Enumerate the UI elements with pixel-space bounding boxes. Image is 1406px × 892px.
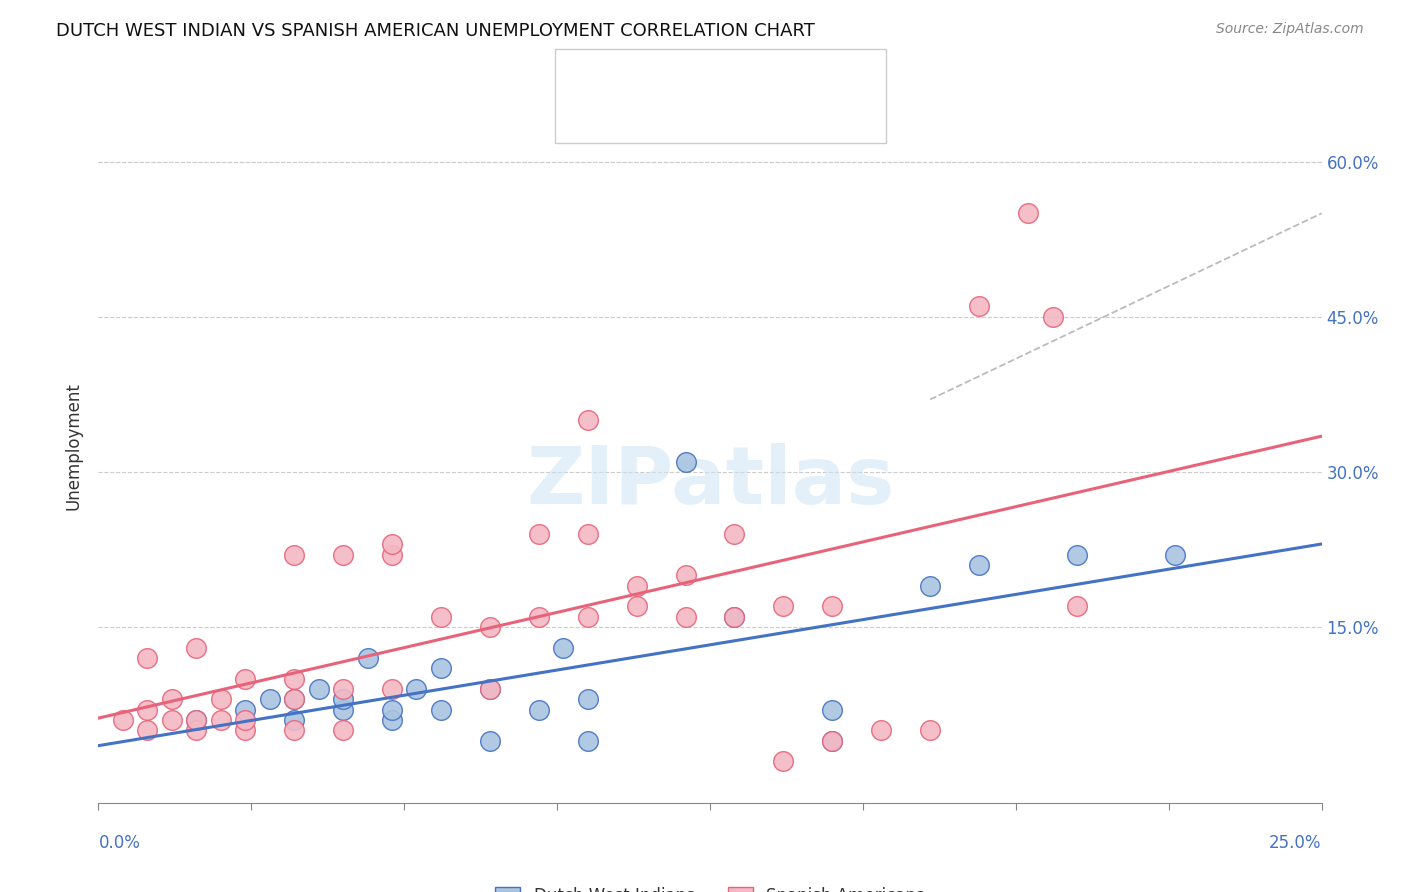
Point: [283, 692, 305, 706]
Point: [381, 713, 404, 727]
Point: [576, 413, 599, 427]
Point: [283, 692, 305, 706]
Point: [772, 755, 794, 769]
Point: [920, 723, 942, 738]
Point: [1066, 548, 1088, 562]
Point: [209, 713, 232, 727]
Point: [186, 640, 208, 655]
Point: [209, 692, 232, 706]
Point: [186, 713, 208, 727]
Point: [478, 681, 501, 696]
Point: [160, 713, 183, 727]
Point: [405, 681, 427, 696]
Text: R = 0.638   N = 48: R = 0.638 N = 48: [612, 104, 782, 122]
Point: [332, 548, 354, 562]
Point: [233, 703, 256, 717]
Text: DUTCH WEST INDIAN VS SPANISH AMERICAN UNEMPLOYMENT CORRELATION CHART: DUTCH WEST INDIAN VS SPANISH AMERICAN UN…: [56, 22, 815, 40]
Point: [430, 609, 453, 624]
Point: [332, 681, 354, 696]
Point: [1017, 206, 1039, 220]
Point: [186, 723, 208, 738]
Point: [967, 299, 990, 313]
Point: [478, 733, 501, 747]
Point: [723, 609, 745, 624]
Point: [332, 692, 354, 706]
Point: [553, 640, 575, 655]
Point: [920, 579, 942, 593]
Point: [626, 599, 648, 614]
Point: [136, 703, 159, 717]
Point: [1164, 548, 1187, 562]
Text: Source: ZipAtlas.com: Source: ZipAtlas.com: [1216, 22, 1364, 37]
Point: [478, 620, 501, 634]
Point: [723, 527, 745, 541]
Point: [283, 548, 305, 562]
Point: [1042, 310, 1064, 324]
Point: [283, 672, 305, 686]
Point: [259, 692, 281, 706]
Point: [527, 527, 550, 541]
Point: [821, 703, 844, 717]
Point: [283, 723, 305, 738]
Y-axis label: Unemployment: Unemployment: [65, 382, 83, 510]
Point: [772, 599, 794, 614]
Point: [478, 681, 501, 696]
Point: [233, 672, 256, 686]
Point: [381, 681, 404, 696]
Point: [723, 609, 745, 624]
Text: 25.0%: 25.0%: [1270, 834, 1322, 852]
Point: [136, 723, 159, 738]
Text: 0.0%: 0.0%: [98, 834, 141, 852]
Point: [821, 733, 844, 747]
Point: [186, 713, 208, 727]
Point: [356, 651, 378, 665]
Point: [576, 527, 599, 541]
Legend: Dutch West Indians, Spanish Americans: Dutch West Indians, Spanish Americans: [495, 887, 925, 892]
Point: [381, 548, 404, 562]
Text: R = 0.553   N = 28: R = 0.553 N = 28: [612, 67, 782, 85]
Point: [576, 733, 599, 747]
Point: [576, 609, 599, 624]
Point: [675, 609, 697, 624]
Point: [626, 579, 648, 593]
Point: [308, 681, 330, 696]
Point: [160, 692, 183, 706]
Point: [136, 651, 159, 665]
Point: [1066, 599, 1088, 614]
Point: [233, 713, 256, 727]
Point: [870, 723, 893, 738]
Point: [430, 661, 453, 675]
Point: [381, 703, 404, 717]
Point: [576, 692, 599, 706]
Text: ZIPatlas: ZIPatlas: [526, 442, 894, 521]
Point: [967, 558, 990, 572]
Point: [111, 713, 134, 727]
Point: [332, 703, 354, 717]
Point: [430, 703, 453, 717]
Point: [675, 568, 697, 582]
Point: [527, 609, 550, 624]
Point: [332, 723, 354, 738]
Point: [675, 454, 697, 468]
Point: [283, 713, 305, 727]
Point: [527, 703, 550, 717]
Point: [821, 733, 844, 747]
Point: [381, 537, 404, 551]
Point: [821, 599, 844, 614]
Point: [233, 723, 256, 738]
